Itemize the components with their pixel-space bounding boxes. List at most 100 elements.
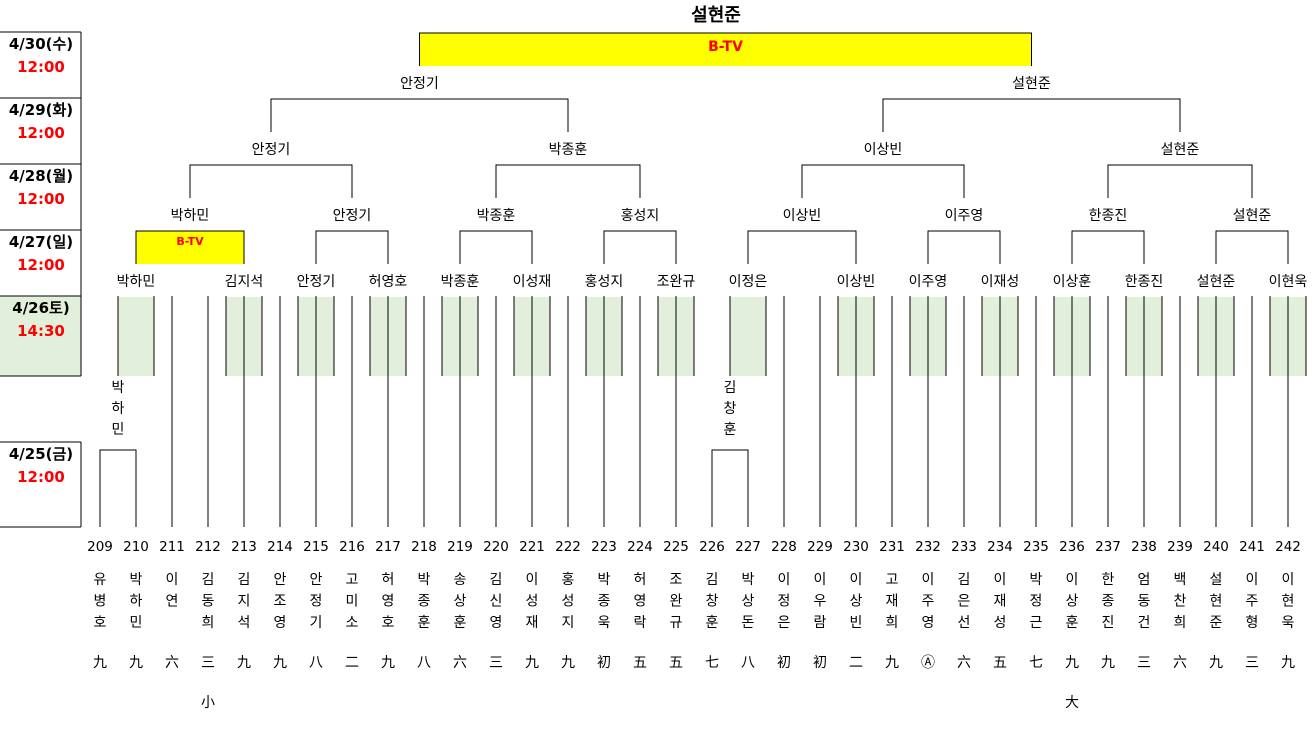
prelim-winner-char: 창: [724, 401, 737, 417]
qf-winner: 안정기: [252, 142, 291, 158]
player-name-char: 락: [634, 615, 647, 631]
player-rank: 六: [957, 655, 971, 671]
player-name-char: 상: [742, 594, 755, 610]
player-name-char: 소: [346, 615, 359, 631]
player-rank: 六: [1173, 655, 1187, 671]
player-rank: 九: [1101, 655, 1115, 671]
round1-winner: 이상빈: [837, 274, 876, 290]
r16-bracket: [459, 230, 533, 264]
player-seed: 229: [807, 539, 833, 555]
player-name-char: 종: [1102, 594, 1115, 610]
player-seed: 216: [339, 539, 365, 555]
sf-winner: 안정기: [400, 76, 439, 92]
player-seed: 210: [123, 539, 149, 555]
player-name-char: 김: [490, 572, 503, 588]
player-name-char: 돈: [742, 615, 755, 631]
player-seed: 234: [987, 539, 1013, 555]
player-name-char: 욱: [1282, 615, 1295, 631]
qf-bracket: [495, 164, 641, 198]
prelim-winner-char: 박: [112, 380, 125, 396]
player-rank: 九: [93, 655, 107, 671]
player-rank: 三: [1245, 655, 1259, 671]
player-name-char: 연: [166, 594, 179, 610]
player-name-char: 한: [1102, 572, 1115, 588]
player-rank: 七: [1029, 655, 1043, 671]
player-seed: 213: [231, 539, 257, 555]
player-name-char: 김: [202, 572, 215, 588]
round1-winner: 이상훈: [1053, 274, 1092, 290]
player-name-char: 안: [310, 572, 323, 588]
player-name-char: 영: [634, 594, 647, 610]
player-rank: 九: [1281, 655, 1295, 671]
player-name-char: 찬: [1174, 594, 1187, 610]
player-name-char: 우: [814, 594, 827, 610]
round1-winner: 허영호: [369, 274, 408, 290]
player-name-char: 조: [670, 572, 683, 588]
round1-winner: 이현욱: [1269, 274, 1308, 290]
r16-winner: 한종진: [1089, 208, 1128, 224]
schedule-time: 14:30: [17, 322, 65, 340]
sf-bracket: [882, 98, 1181, 132]
player-name-char: 재: [526, 615, 539, 631]
player-name-char: 영: [382, 594, 395, 610]
player-seed: 227: [735, 539, 761, 555]
player-name-char: 재: [994, 594, 1007, 610]
player-name-char: 박: [598, 572, 611, 588]
qf-bracket: [801, 164, 965, 198]
player-name-char: 설: [1210, 572, 1223, 588]
player-name-char: 훈: [418, 615, 431, 631]
player-name-char: 은: [958, 594, 971, 610]
player-rank: 六: [453, 655, 467, 671]
player-seed: 240: [1203, 539, 1229, 555]
player-name-char: 기: [310, 615, 323, 631]
player-name-char: 박: [742, 572, 755, 588]
schedule-date: 4/28(월): [9, 167, 73, 185]
player-name-char: 성: [994, 615, 1007, 631]
player-rank: 七: [705, 655, 719, 671]
prelim-winner-char: 민: [112, 422, 125, 438]
player-name-char: 엄: [1138, 572, 1151, 588]
player-name-char: 완: [670, 594, 683, 610]
player-seed: 233: [951, 539, 977, 555]
round1-winner: 박하민: [117, 274, 156, 290]
schedule-date: 4/25(금): [9, 445, 73, 463]
r16-bracket: [603, 230, 677, 264]
player-seed: 224: [627, 539, 653, 555]
r16-highlight: [136, 231, 244, 264]
round1-winner: 한종진: [1125, 274, 1164, 290]
schedule-time: 12:00: [17, 124, 65, 142]
player-seed: 238: [1131, 539, 1157, 555]
bracket-title: 설현준: [691, 5, 741, 26]
schedule-date: 4/29(화): [9, 101, 73, 119]
player-rank: 九: [885, 655, 899, 671]
player-rank: 初: [813, 654, 827, 671]
r16-winner: 안정기: [333, 208, 372, 224]
player-name-char: 형: [1246, 615, 1259, 631]
schedule-date: 4/26토): [12, 299, 69, 317]
player-name-char: 희: [1174, 615, 1187, 631]
player-rank: 八: [309, 655, 323, 671]
round1-winner: 이주영: [909, 274, 948, 290]
player-name-char: 성: [526, 594, 539, 610]
player-name-char: 희: [202, 615, 215, 631]
sf-bracket: [270, 98, 569, 132]
player-note: 大: [1065, 695, 1079, 711]
r16-winner: 박종훈: [477, 208, 516, 224]
player-rank: 九: [381, 655, 395, 671]
player-name-char: 진: [1102, 615, 1115, 631]
round1-winner: 박종훈: [441, 274, 480, 290]
player-name-char: 고: [886, 572, 899, 588]
round1-winner: 김지석: [225, 274, 264, 290]
player-name-char: 선: [958, 615, 971, 631]
player-rank: 九: [525, 655, 539, 671]
r16-winner: 홍성지: [621, 208, 660, 224]
player-name-char: 이: [814, 572, 827, 588]
schedule-time: 12:00: [17, 58, 65, 76]
player-rank: 九: [237, 655, 251, 671]
player-name-char: 이: [922, 572, 935, 588]
round1-winner: 이재성: [981, 274, 1020, 290]
schedule-date: 4/27(일): [9, 233, 73, 251]
player-seed: 211: [159, 539, 185, 555]
player-rank: 三: [1137, 655, 1151, 671]
